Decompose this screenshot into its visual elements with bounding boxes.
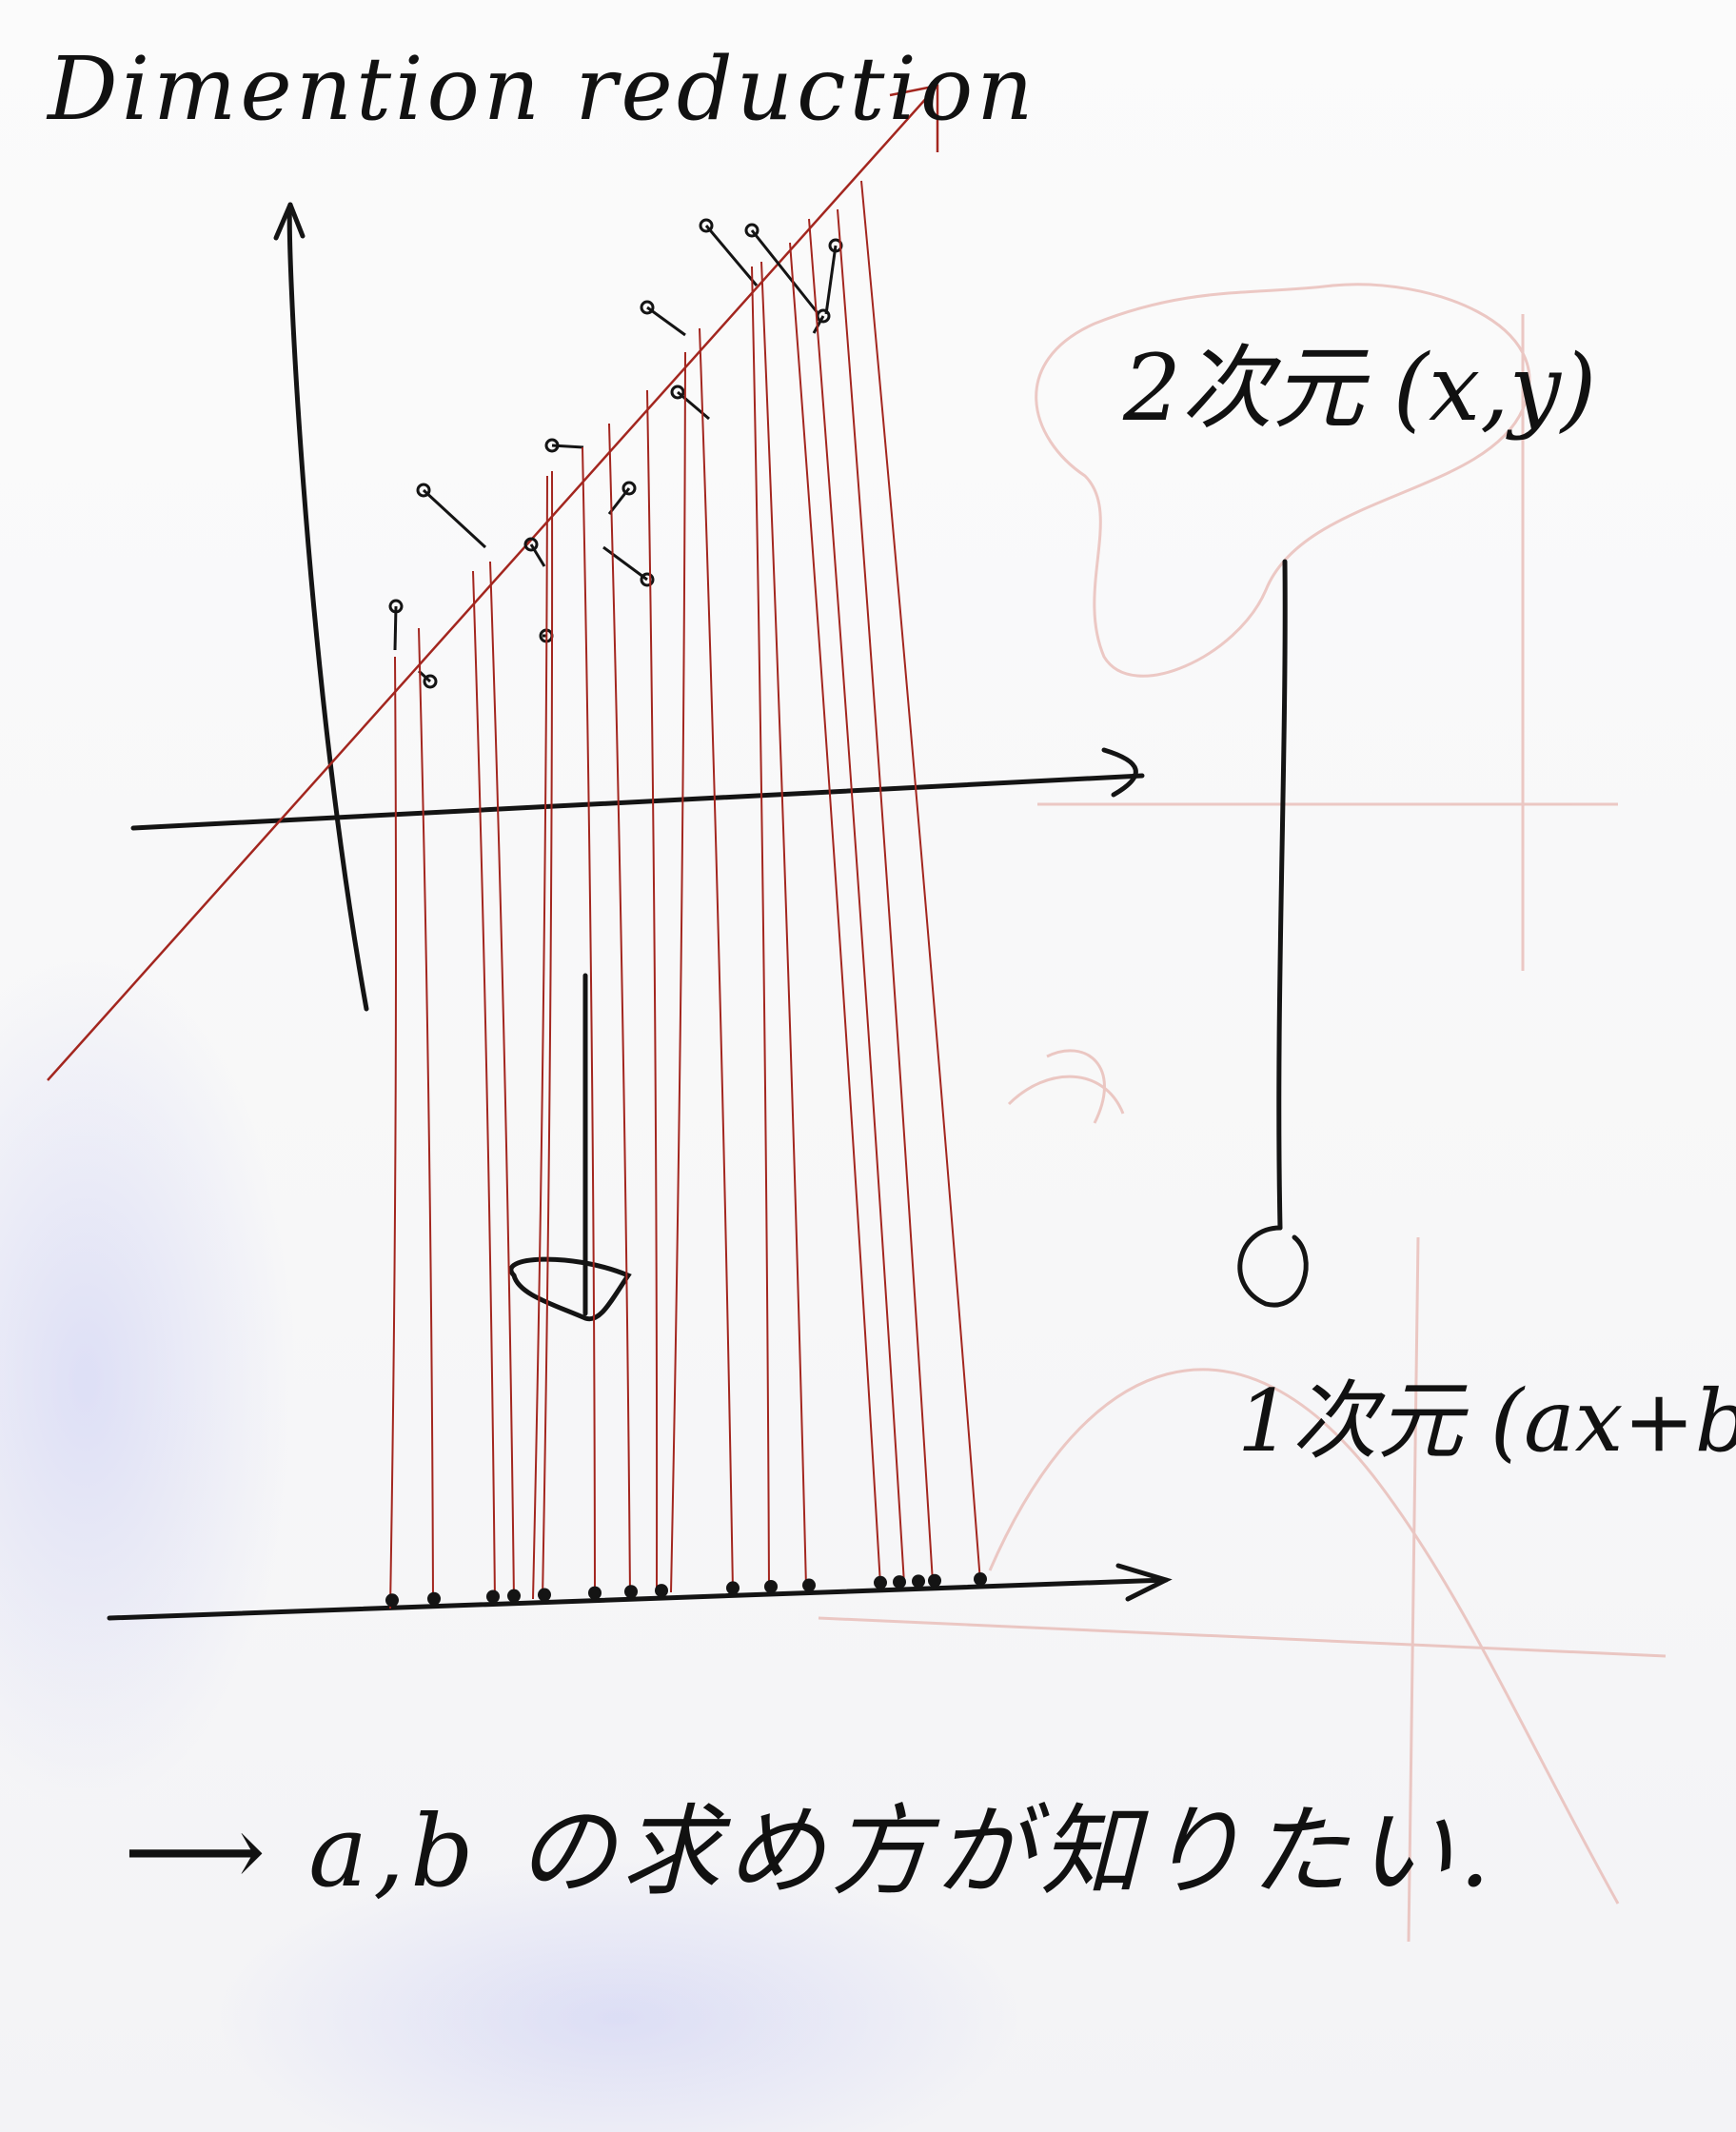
perpendicular-drop xyxy=(704,225,759,286)
perpendicular-drop xyxy=(646,306,686,337)
one-dimensional-axis xyxy=(107,1577,1169,1621)
perpendicular-drop xyxy=(824,245,838,315)
x-axis xyxy=(130,773,1145,831)
projected-point xyxy=(624,1585,638,1599)
projection-drop-line xyxy=(860,180,981,1583)
perpendicular-drop xyxy=(422,488,487,549)
data-point xyxy=(699,218,714,233)
data-point xyxy=(744,223,760,238)
projected-point xyxy=(893,1575,906,1589)
perpendicular-drop xyxy=(677,390,710,421)
projected-point xyxy=(486,1589,500,1604)
label-one-dimensional: 1次元 (ax+by) xyxy=(1237,1372,1736,1471)
glare-left xyxy=(0,952,295,1808)
glare-bottom xyxy=(219,1856,1018,2132)
perpendicular-drop xyxy=(750,229,820,315)
data-point xyxy=(640,572,655,587)
projected-point xyxy=(588,1586,602,1600)
projected-point xyxy=(802,1578,816,1592)
perpendicular-drop xyxy=(393,605,398,651)
data-point xyxy=(416,483,431,498)
projection-drop-line xyxy=(670,351,686,1593)
arrow-connector xyxy=(1276,559,1288,1231)
projection-drop-line xyxy=(542,470,554,1600)
perpendicular-drop xyxy=(529,543,546,567)
data-point xyxy=(423,674,438,689)
projected-point xyxy=(726,1581,740,1595)
projected-point xyxy=(764,1579,778,1593)
perpendicular-drop xyxy=(551,444,584,449)
projection-drop-line xyxy=(837,208,934,1584)
projection-drop-line xyxy=(472,570,496,1603)
perpendicular-drop xyxy=(602,545,648,582)
projected-point xyxy=(385,1593,399,1608)
projected-point xyxy=(874,1575,887,1589)
projection-drop-line xyxy=(532,475,548,1600)
arrow-loop xyxy=(1237,1225,1309,1308)
projection-drop-line xyxy=(808,218,905,1585)
perpendicular-drop xyxy=(812,315,825,334)
projection-drop-line xyxy=(789,242,881,1586)
projected-point xyxy=(538,1588,551,1602)
data-point xyxy=(816,308,831,324)
data-point xyxy=(523,537,539,552)
projection-drop-line xyxy=(699,327,734,1592)
data-point xyxy=(640,300,655,315)
projection-drop-line xyxy=(608,423,631,1596)
one-dimensional-axis-arrowhead xyxy=(1115,1563,1173,1602)
data-point xyxy=(670,385,685,400)
projection-drop-line xyxy=(389,656,398,1609)
closed-curve-doodle xyxy=(508,1256,632,1322)
projected-point xyxy=(928,1573,941,1588)
projection-line xyxy=(47,85,938,1081)
projection-drop-line xyxy=(760,261,807,1589)
projection-drop-line xyxy=(751,266,770,1590)
projection-drop-line xyxy=(489,561,515,1602)
projection-drop-line xyxy=(646,389,659,1595)
data-point xyxy=(621,481,637,496)
y-axis xyxy=(286,202,369,1012)
projected-point xyxy=(427,1591,441,1606)
projection-line-arrowhead xyxy=(889,84,939,152)
projected-point xyxy=(655,1584,668,1598)
projection-drop-line xyxy=(418,627,434,1605)
projected-point xyxy=(507,1589,521,1603)
label-two-dimensional: 2次元 (x,y) xyxy=(1123,335,1597,442)
note-how-to-find-a-b: ⟶ a,b の求め方が知りたい. xyxy=(124,1793,1496,1909)
title-dimension-reduction: Dimention reduction xyxy=(48,38,1037,140)
x-axis-arrowhead xyxy=(1101,747,1138,798)
projected-point xyxy=(912,1574,925,1589)
projected-point xyxy=(974,1572,987,1587)
y-axis-arrowhead xyxy=(273,202,306,241)
projection-drop-line xyxy=(582,446,596,1598)
perpendicular-drop xyxy=(607,487,631,515)
